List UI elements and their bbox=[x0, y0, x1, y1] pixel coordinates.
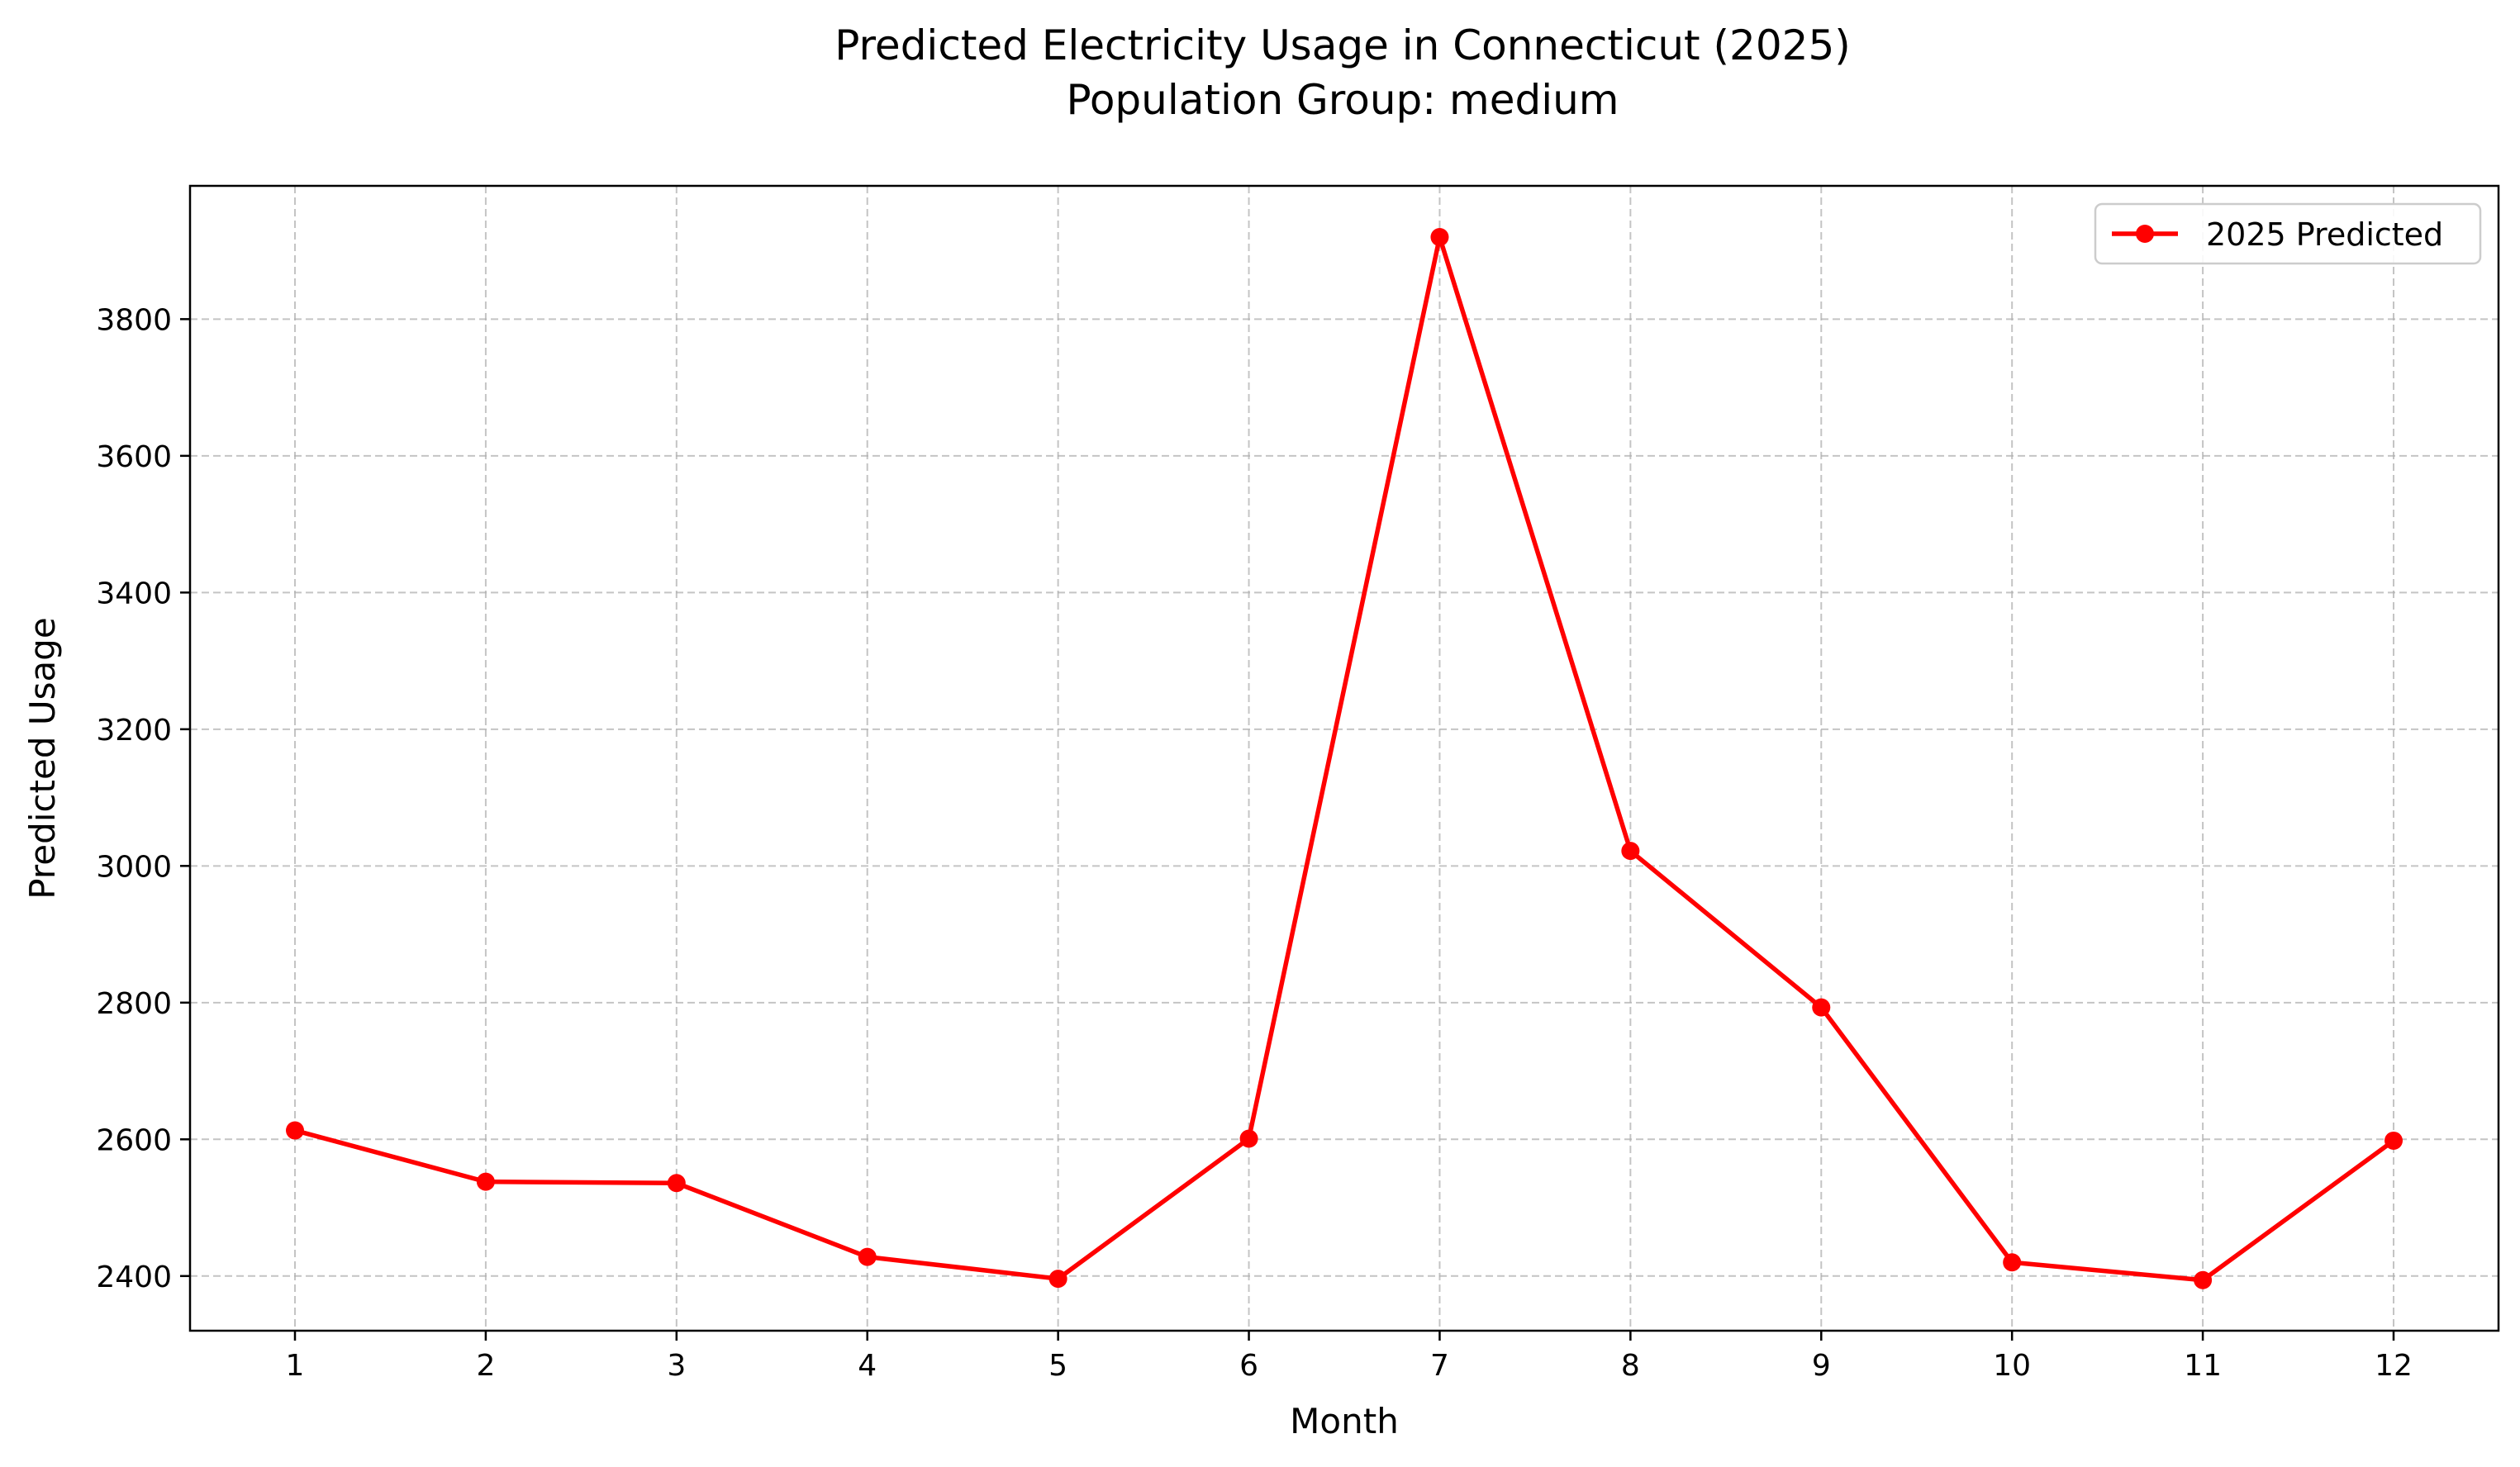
data-point bbox=[476, 1172, 495, 1191]
x-tick-label: 12 bbox=[2375, 1349, 2413, 1383]
data-point bbox=[1048, 1270, 1067, 1289]
x-axis-ticks: 1 2 3 4 5 6 7 8 9 10 11 12 bbox=[286, 1331, 2413, 1383]
y-tick-label: 2400 bbox=[96, 1260, 172, 1294]
data-point bbox=[667, 1174, 686, 1193]
legend-box bbox=[2094, 202, 2482, 265]
legend-marker-swatch bbox=[2136, 225, 2154, 243]
plot-area-frame bbox=[188, 184, 2500, 1332]
x-tick-label: 1 bbox=[286, 1349, 305, 1383]
x-axis-label: Month bbox=[1290, 1401, 1399, 1441]
x-tick-label: 3 bbox=[667, 1349, 686, 1383]
y-tick-label: 3800 bbox=[96, 303, 172, 337]
y-tick-label: 2600 bbox=[96, 1123, 172, 1157]
chart-title: Predicted Electricity Usage in Connectic… bbox=[834, 21, 1851, 69]
data-point bbox=[286, 1121, 304, 1140]
y-tick-label: 3200 bbox=[96, 714, 172, 748]
legend-label: 2025 Predicted bbox=[2206, 216, 2443, 253]
data-point bbox=[2194, 1270, 2213, 1289]
x-tick-label: 2 bbox=[476, 1349, 495, 1383]
x-tick-label: 7 bbox=[1430, 1349, 1449, 1383]
chart-subtitle: Population Group: medium bbox=[1066, 76, 1619, 124]
data-point bbox=[1239, 1129, 1258, 1148]
legend: 2025 Predicted bbox=[2094, 202, 2482, 265]
series-layer bbox=[286, 228, 2403, 1289]
x-tick-label: 11 bbox=[2184, 1349, 2222, 1383]
series-line bbox=[292, 235, 2396, 1283]
y-tick-label: 2800 bbox=[96, 987, 172, 1021]
x-tick-label: 6 bbox=[1239, 1349, 1258, 1383]
grid-lines bbox=[190, 186, 2499, 1331]
x-tick-label: 10 bbox=[1993, 1349, 2031, 1383]
x-tick-label: 5 bbox=[1048, 1349, 1067, 1383]
data-point bbox=[2003, 1253, 2022, 1272]
y-tick-label: 3600 bbox=[96, 440, 172, 474]
x-tick-label: 8 bbox=[1621, 1349, 1640, 1383]
x-tick-label: 4 bbox=[858, 1349, 877, 1383]
data-point bbox=[1430, 228, 1449, 247]
data-point bbox=[1621, 842, 1640, 861]
x-tick-label: 9 bbox=[1812, 1349, 1831, 1383]
y-tick-label: 3400 bbox=[96, 577, 172, 610]
data-point bbox=[2384, 1131, 2403, 1150]
y-axis-label: Predicted Usage bbox=[22, 617, 63, 899]
data-point bbox=[1812, 998, 1831, 1017]
data-point bbox=[858, 1247, 877, 1266]
y-axis-ticks: 2400 2600 2800 3000 3200 3400 3600 3800 bbox=[96, 303, 190, 1294]
y-tick-label: 3000 bbox=[96, 850, 172, 884]
